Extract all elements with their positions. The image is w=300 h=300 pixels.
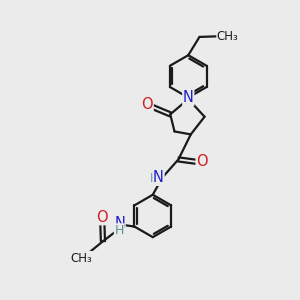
Text: N: N [183, 90, 194, 105]
Text: CH₃: CH₃ [217, 30, 239, 43]
Text: N: N [114, 216, 125, 231]
Text: O: O [142, 97, 153, 112]
Text: O: O [97, 210, 108, 225]
Text: H: H [149, 172, 159, 185]
Text: N: N [153, 170, 164, 185]
Text: H: H [114, 224, 124, 237]
Text: CH₃: CH₃ [70, 252, 92, 265]
Text: O: O [196, 154, 208, 169]
